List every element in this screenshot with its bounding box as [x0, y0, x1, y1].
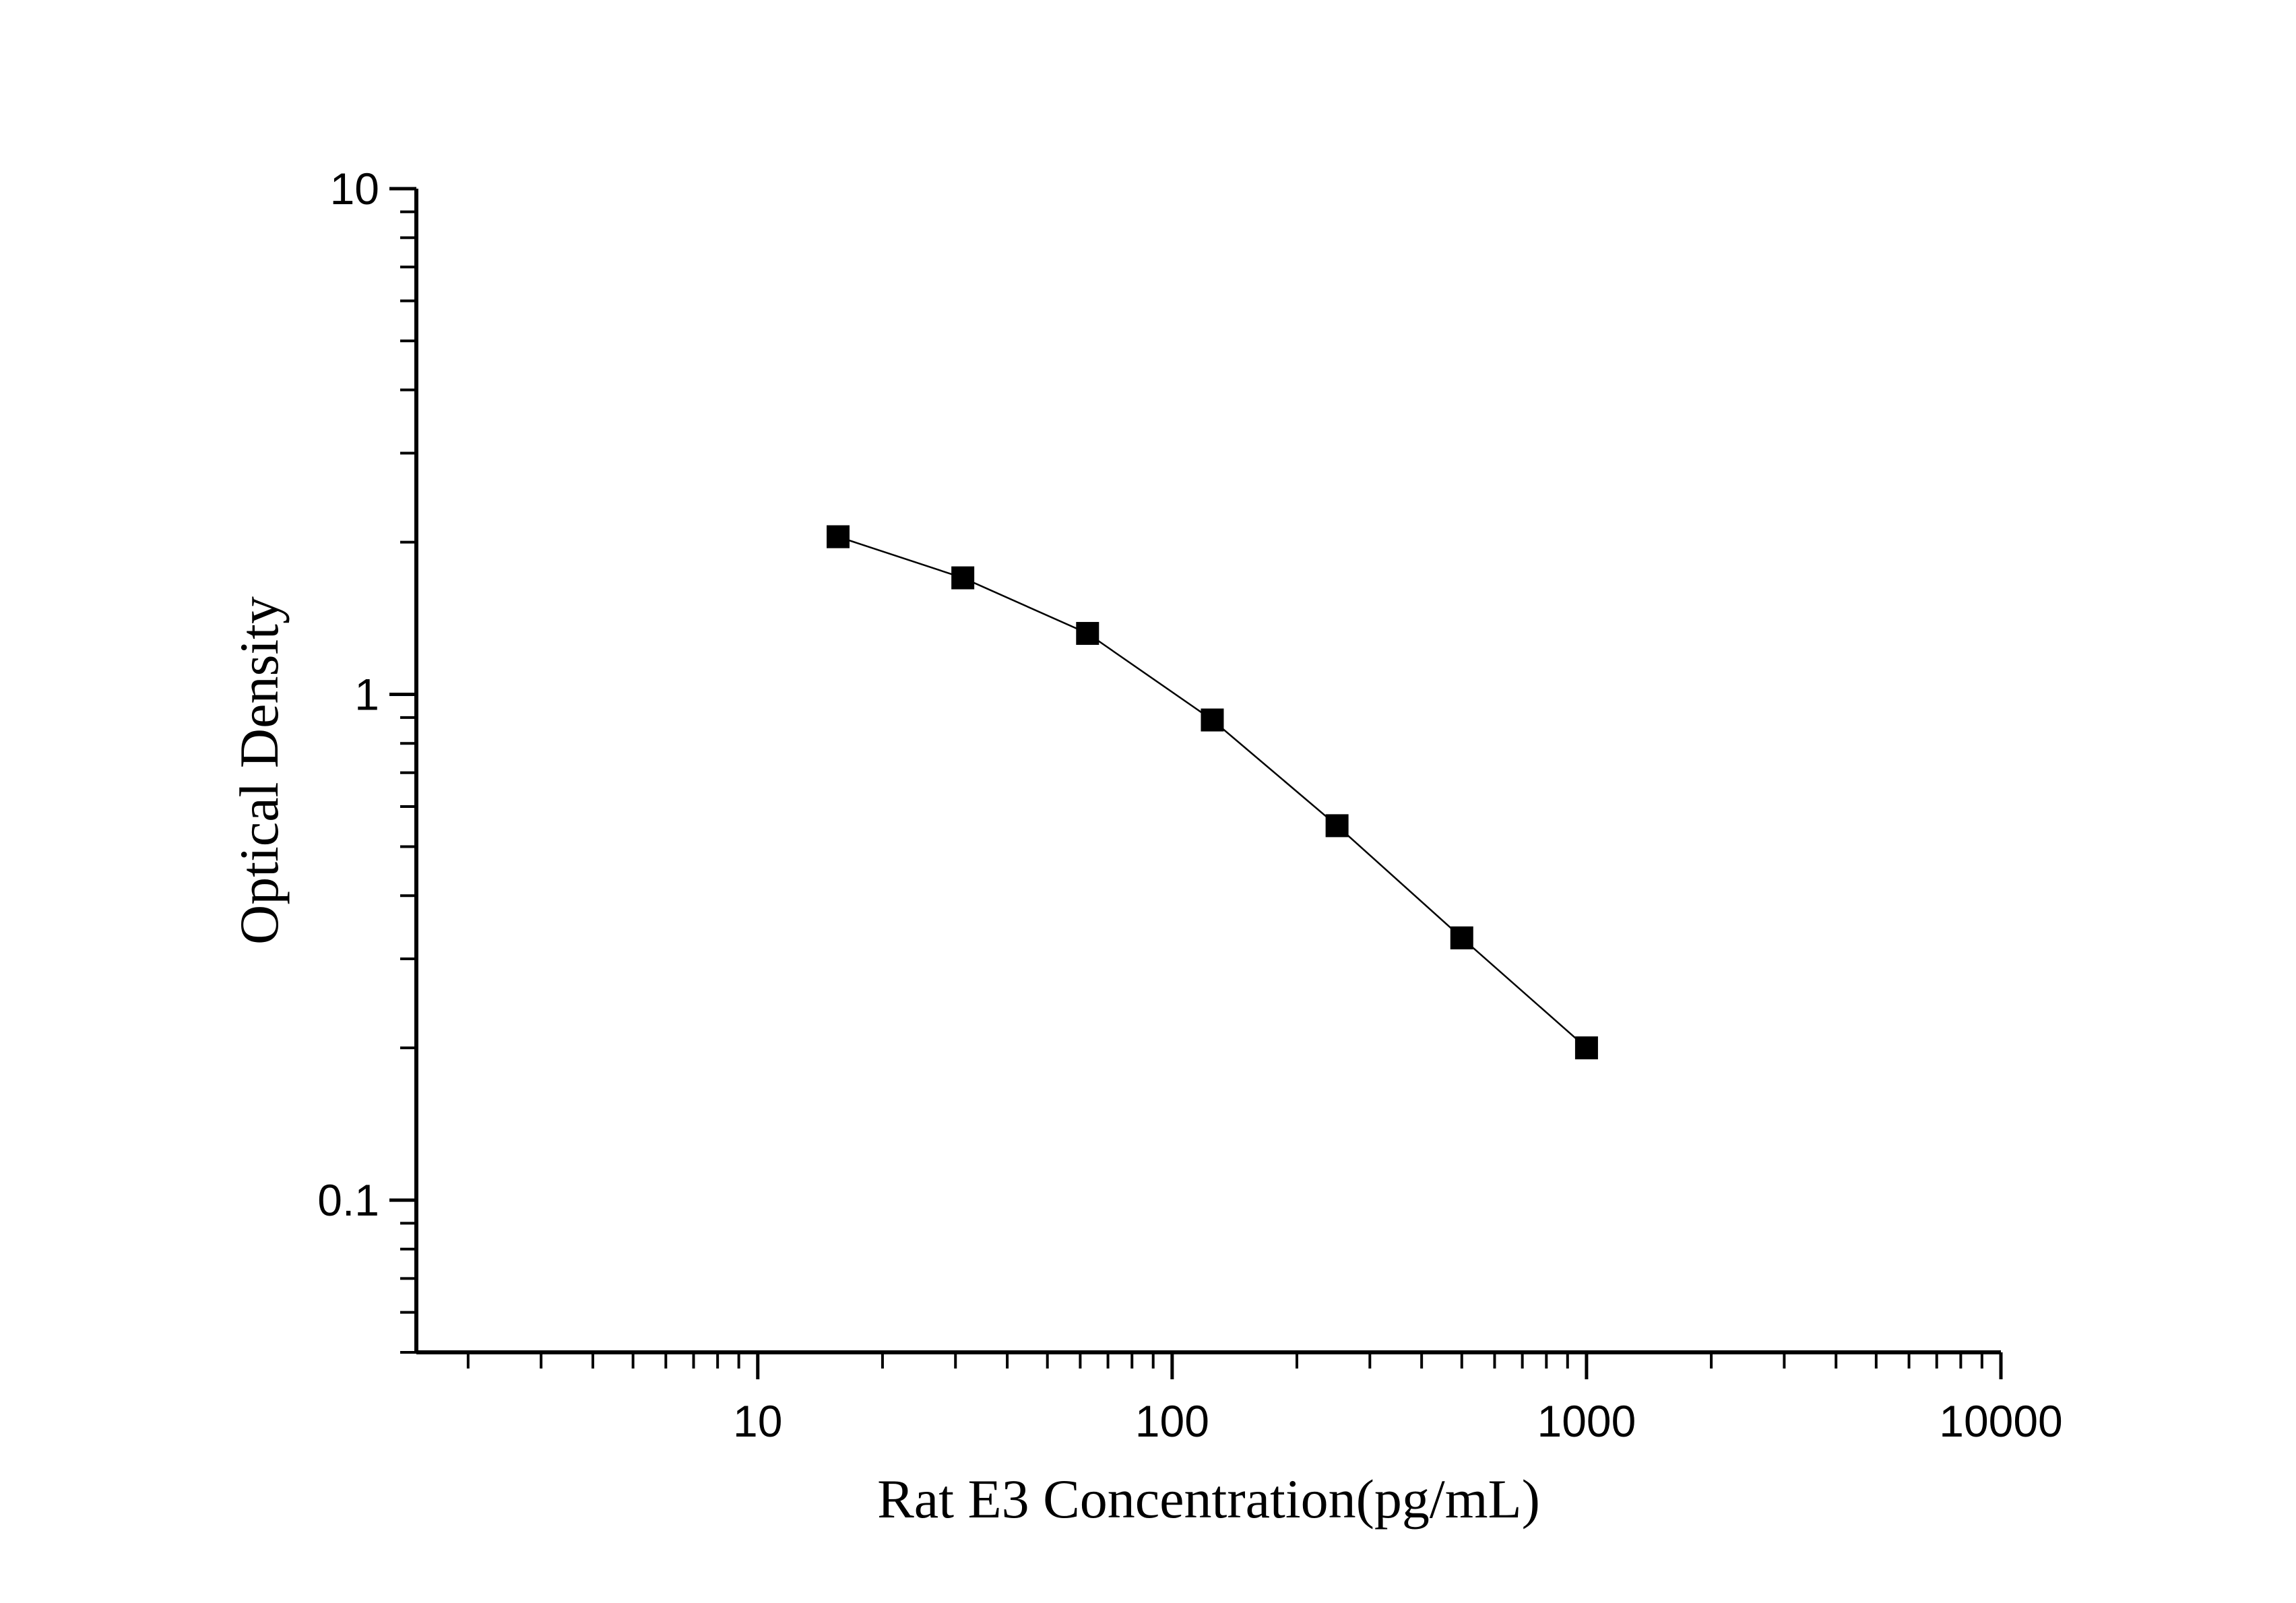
y-tick-label: 1 — [354, 670, 379, 720]
series-layer — [826, 525, 1598, 1060]
data-point-marker — [1450, 926, 1473, 949]
data-point-marker — [1325, 814, 1349, 838]
x-axis-tick-labels: 10 100 1000 10000 — [733, 1396, 2063, 1446]
x-axis-title: Rat E3 Concentration(pg/mL) — [877, 1468, 1540, 1530]
x-axis-ticks — [466, 1352, 2003, 1379]
data-point-marker — [1201, 708, 1224, 732]
y-axis-tick-labels: 0.1 1 10 — [317, 164, 379, 1225]
y-axis-title: Optical Density — [228, 596, 290, 945]
data-point-marker — [1574, 1036, 1598, 1060]
axes — [414, 189, 2001, 1354]
series-line — [837, 536, 1587, 1049]
y-tick-label: 10 — [330, 164, 379, 214]
x-tick-label: 1000 — [1537, 1396, 1636, 1446]
x-tick-label: 10000 — [1939, 1396, 2063, 1446]
y-axis-ticks — [389, 187, 416, 1354]
y-tick-label: 0.1 — [317, 1175, 379, 1225]
x-tick-label: 10 — [733, 1396, 782, 1446]
x-tick-label: 100 — [1135, 1396, 1209, 1446]
data-point-marker — [826, 525, 850, 548]
data-point-marker — [1076, 622, 1099, 646]
data-point-marker — [951, 566, 975, 590]
